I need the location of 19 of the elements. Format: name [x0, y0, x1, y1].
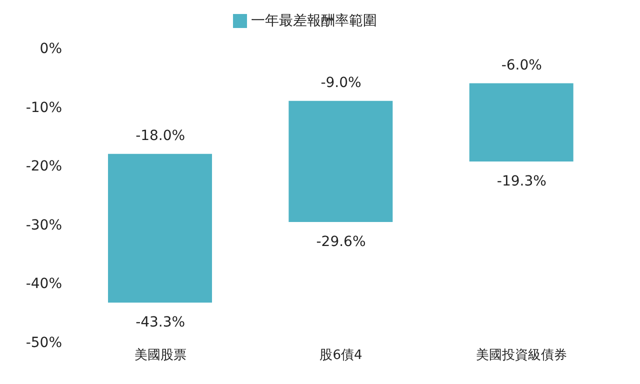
y-tick-label: -50% — [26, 334, 62, 351]
annotation: -18.0% — [136, 128, 186, 144]
y-tick-label: -10% — [26, 100, 62, 116]
bar — [288, 100, 393, 222]
annotation: -29.6% — [316, 234, 366, 250]
legend-label: 一年最差報酬率範圍 — [251, 13, 377, 29]
annotation: -19.3% — [496, 173, 546, 190]
annotation: -6.0% — [501, 57, 542, 74]
y-tick-label: 0% — [40, 40, 62, 57]
y-tick-label: -40% — [26, 276, 62, 292]
bar — [469, 83, 574, 162]
y-tick-label: -30% — [26, 217, 62, 234]
annotation: -43.3% — [136, 314, 186, 331]
bar — [108, 154, 212, 303]
x-tick-label: 美國股票 — [134, 347, 186, 364]
y-tick-label: -20% — [26, 158, 62, 175]
annotation: -9.0% — [320, 74, 362, 91]
x-tick-label: 股6債4 — [320, 348, 362, 364]
x-tick-label: 美國投資級債券 — [476, 347, 568, 364]
